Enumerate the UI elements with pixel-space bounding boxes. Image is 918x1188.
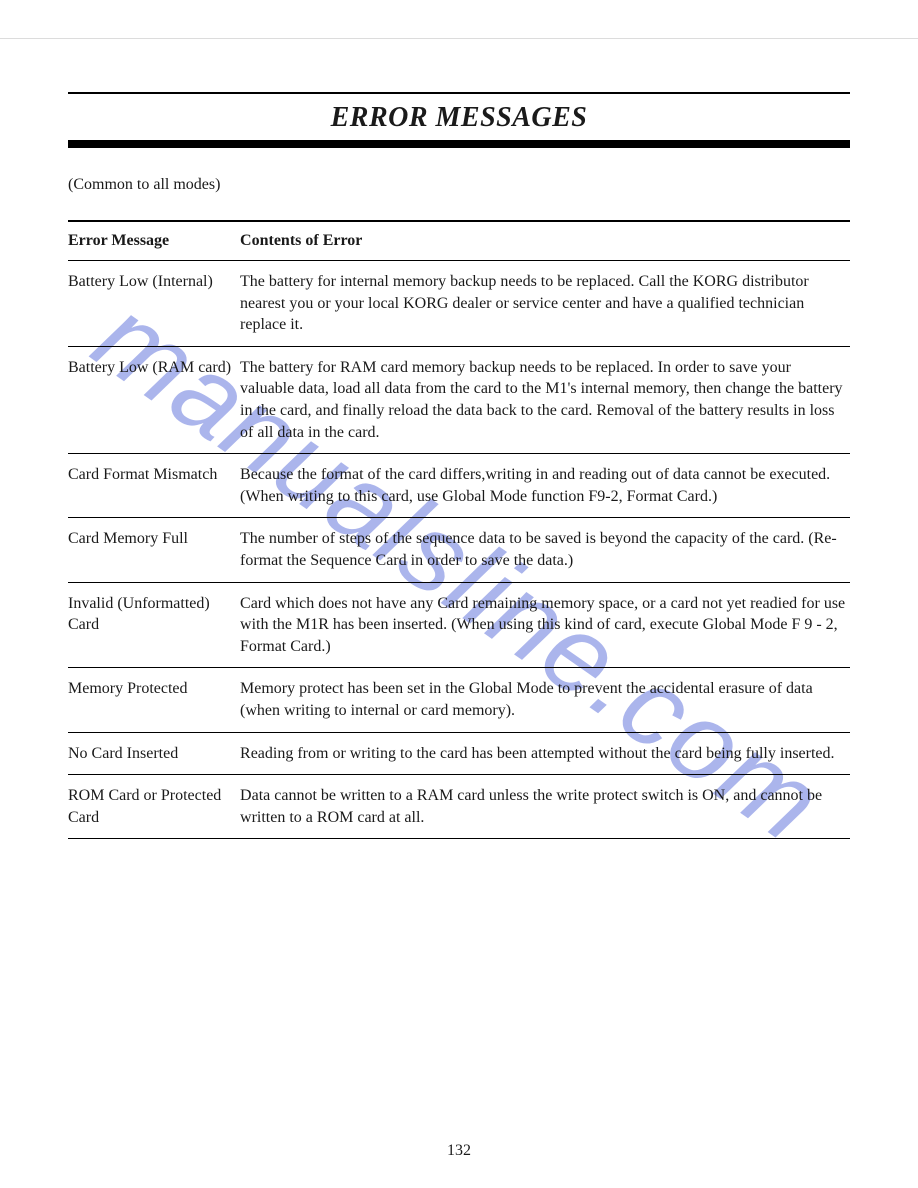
cell-error-message: Battery Low (Internal) — [68, 261, 240, 347]
subtitle: (Common to all modes) — [68, 176, 850, 194]
header-contents: Contents of Error — [240, 221, 850, 261]
table-row: Card Memory Full The number of steps of … — [68, 518, 850, 582]
cell-contents: The battery for internal memory backup n… — [240, 261, 850, 347]
page-number: 132 — [0, 1142, 918, 1160]
table-row: Battery Low (RAM card) The battery for R… — [68, 346, 850, 453]
page-title: ERROR MESSAGES — [68, 102, 850, 134]
cell-error-message: Memory Protected — [68, 668, 240, 732]
cell-contents: Data cannot be written to a RAM card unl… — [240, 775, 850, 839]
cell-contents: Memory protect has been set in the Globa… — [240, 668, 850, 732]
cell-error-message: Invalid (Unformatted) Card — [68, 582, 240, 668]
error-table: Error Message Contents of Error Battery … — [68, 220, 850, 839]
table-row: ROM Card or Protected Card Data cannot b… — [68, 775, 850, 839]
cell-error-message: Card Memory Full — [68, 518, 240, 582]
cell-error-message: Card Format Mismatch — [68, 454, 240, 518]
cell-contents: The battery for RAM card memory backup n… — [240, 346, 850, 453]
table-header-row: Error Message Contents of Error — [68, 221, 850, 261]
cell-contents: Reading from or writing to the card has … — [240, 732, 850, 775]
header-error-message: Error Message — [68, 221, 240, 261]
document-page: manualsline.com ERROR MESSAGES (Common t… — [0, 0, 918, 1188]
table-row: Card Format Mismatch Because the format … — [68, 454, 850, 518]
table-row: Memory Protected Memory protect has been… — [68, 668, 850, 732]
cell-error-message: Battery Low (RAM card) — [68, 346, 240, 453]
cell-contents: Card which does not have any Card remain… — [240, 582, 850, 668]
cell-error-message: ROM Card or Protected Card — [68, 775, 240, 839]
table-row: Battery Low (Internal) The battery for i… — [68, 261, 850, 347]
cell-error-message: No Card Inserted — [68, 732, 240, 775]
top-hairline — [0, 38, 918, 39]
cell-contents: The number of steps of the sequence data… — [240, 518, 850, 582]
title-rule-thick — [68, 140, 850, 148]
table-row: Invalid (Unformatted) Card Card which do… — [68, 582, 850, 668]
cell-contents: Because the format of the card differs,w… — [240, 454, 850, 518]
table-row: No Card Inserted Reading from or writing… — [68, 732, 850, 775]
content-area: ERROR MESSAGES (Common to all modes) Err… — [68, 92, 850, 839]
title-rule-top — [68, 92, 850, 94]
